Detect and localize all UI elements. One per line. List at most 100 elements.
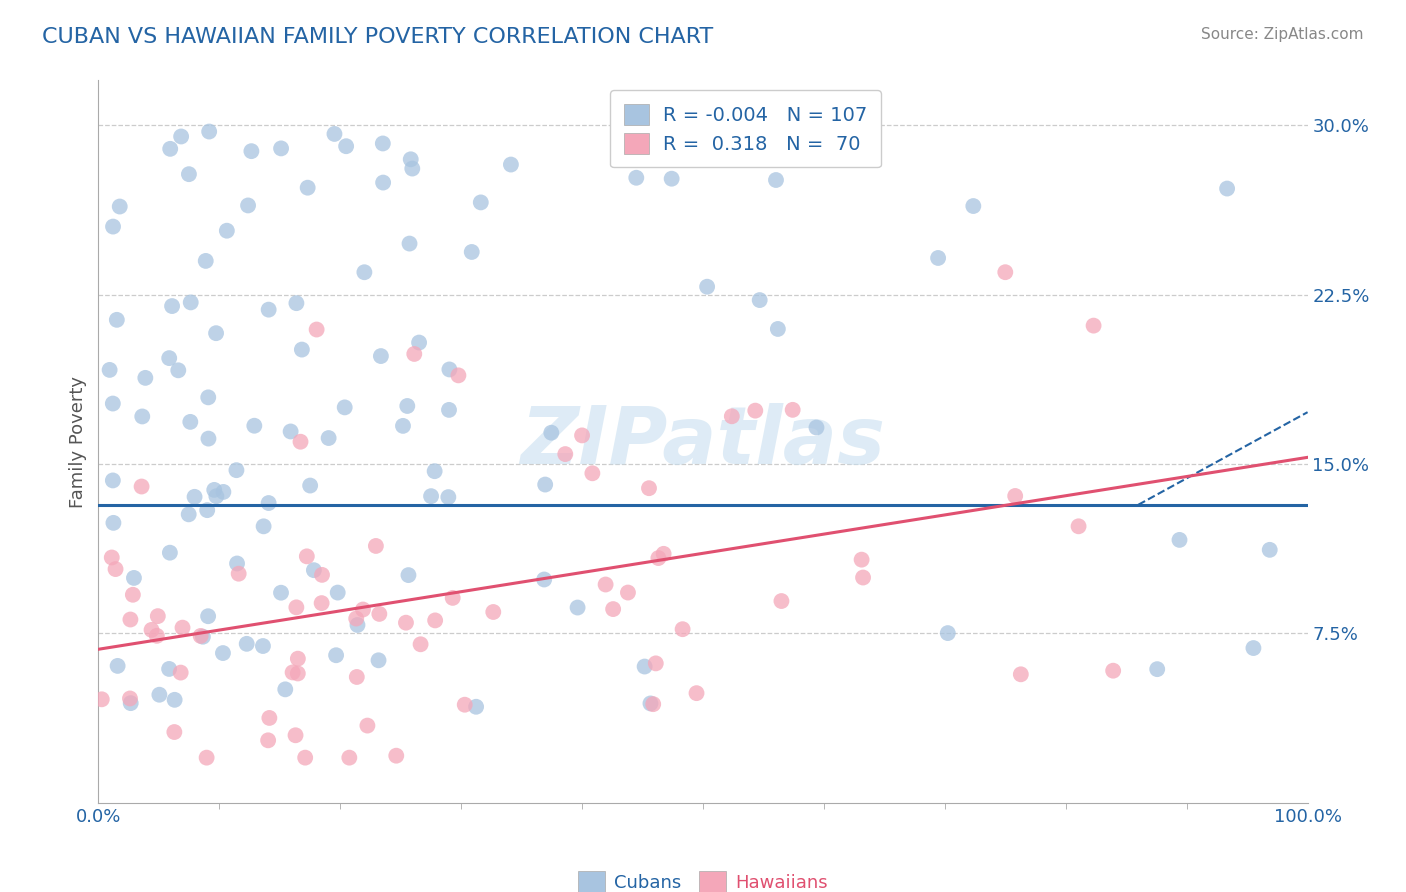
Point xyxy=(353,265,375,279)
Text: Source: ZipAtlas.com: Source: ZipAtlas.com xyxy=(1201,27,1364,42)
Point xyxy=(671,622,693,636)
Point xyxy=(212,484,235,499)
Point xyxy=(346,618,368,632)
Point xyxy=(104,562,127,576)
Point xyxy=(274,682,297,697)
Point xyxy=(398,568,420,582)
Point xyxy=(101,396,124,410)
Point xyxy=(159,142,181,156)
Point xyxy=(302,563,325,577)
Point xyxy=(595,577,617,591)
Point xyxy=(180,295,202,310)
Point xyxy=(643,697,665,711)
Point xyxy=(236,198,259,212)
Point xyxy=(120,696,142,710)
Point xyxy=(346,670,368,684)
Point xyxy=(90,692,112,706)
Point xyxy=(141,623,163,637)
Point xyxy=(197,432,219,446)
Point xyxy=(851,552,873,566)
Point xyxy=(936,626,959,640)
Point xyxy=(1168,533,1191,547)
Point xyxy=(167,363,190,377)
Point xyxy=(195,503,218,517)
Point xyxy=(240,144,263,158)
Point xyxy=(159,546,181,560)
Point xyxy=(423,464,446,478)
Point xyxy=(398,236,420,251)
Point xyxy=(333,401,356,415)
Point xyxy=(287,651,309,665)
Point xyxy=(441,591,464,605)
Point xyxy=(404,347,426,361)
Point xyxy=(401,161,423,176)
Point xyxy=(765,173,787,187)
Y-axis label: Family Poverty: Family Poverty xyxy=(69,376,87,508)
Point xyxy=(160,299,183,313)
Point xyxy=(183,490,205,504)
Point xyxy=(101,219,124,234)
Point xyxy=(157,351,180,365)
Point xyxy=(294,750,316,764)
Point xyxy=(257,302,280,317)
Point xyxy=(367,653,389,667)
Point xyxy=(447,368,470,383)
Point xyxy=(640,697,662,711)
Point xyxy=(1004,489,1026,503)
Point xyxy=(439,362,461,376)
Point xyxy=(437,403,460,417)
Point xyxy=(396,399,419,413)
Point xyxy=(617,585,640,599)
Point xyxy=(344,611,367,625)
Point xyxy=(638,481,661,495)
Point xyxy=(408,335,430,350)
Point xyxy=(205,326,228,341)
Point xyxy=(202,483,225,497)
Point xyxy=(1216,181,1239,195)
Point xyxy=(685,686,707,700)
Point xyxy=(696,279,718,293)
Point xyxy=(409,637,432,651)
Point xyxy=(197,609,219,624)
Point xyxy=(101,474,124,488)
Point xyxy=(148,688,170,702)
Point xyxy=(122,571,145,585)
Point xyxy=(626,170,648,185)
Point xyxy=(118,691,141,706)
Point xyxy=(297,180,319,194)
Point xyxy=(325,648,347,663)
Point xyxy=(368,607,391,621)
Point xyxy=(235,637,257,651)
Point xyxy=(806,420,828,434)
Point xyxy=(146,629,169,643)
Point xyxy=(554,447,576,461)
Point xyxy=(287,666,309,681)
Point xyxy=(571,428,593,442)
Point xyxy=(927,251,949,265)
Point xyxy=(172,621,194,635)
Point xyxy=(100,550,122,565)
Point xyxy=(131,409,153,424)
Point xyxy=(270,585,292,599)
Point xyxy=(633,659,655,673)
Point xyxy=(465,699,488,714)
Point xyxy=(744,403,766,417)
Point xyxy=(252,519,274,533)
Point xyxy=(103,516,125,530)
Point xyxy=(470,195,492,210)
Point xyxy=(257,733,280,747)
Point xyxy=(212,646,235,660)
Point xyxy=(259,711,281,725)
Point xyxy=(385,748,408,763)
Point xyxy=(215,224,238,238)
Point xyxy=(540,425,562,440)
Legend: Cubans, Hawaiians: Cubans, Hawaiians xyxy=(569,863,837,892)
Point xyxy=(108,200,131,214)
Point xyxy=(146,609,169,624)
Point xyxy=(252,639,274,653)
Text: CUBAN VS HAWAIIAN FAMILY POVERTY CORRELATION CHART: CUBAN VS HAWAIIAN FAMILY POVERTY CORRELA… xyxy=(42,27,713,46)
Point xyxy=(1083,318,1105,333)
Point xyxy=(420,489,443,503)
Point xyxy=(191,630,214,644)
Point xyxy=(647,551,669,566)
